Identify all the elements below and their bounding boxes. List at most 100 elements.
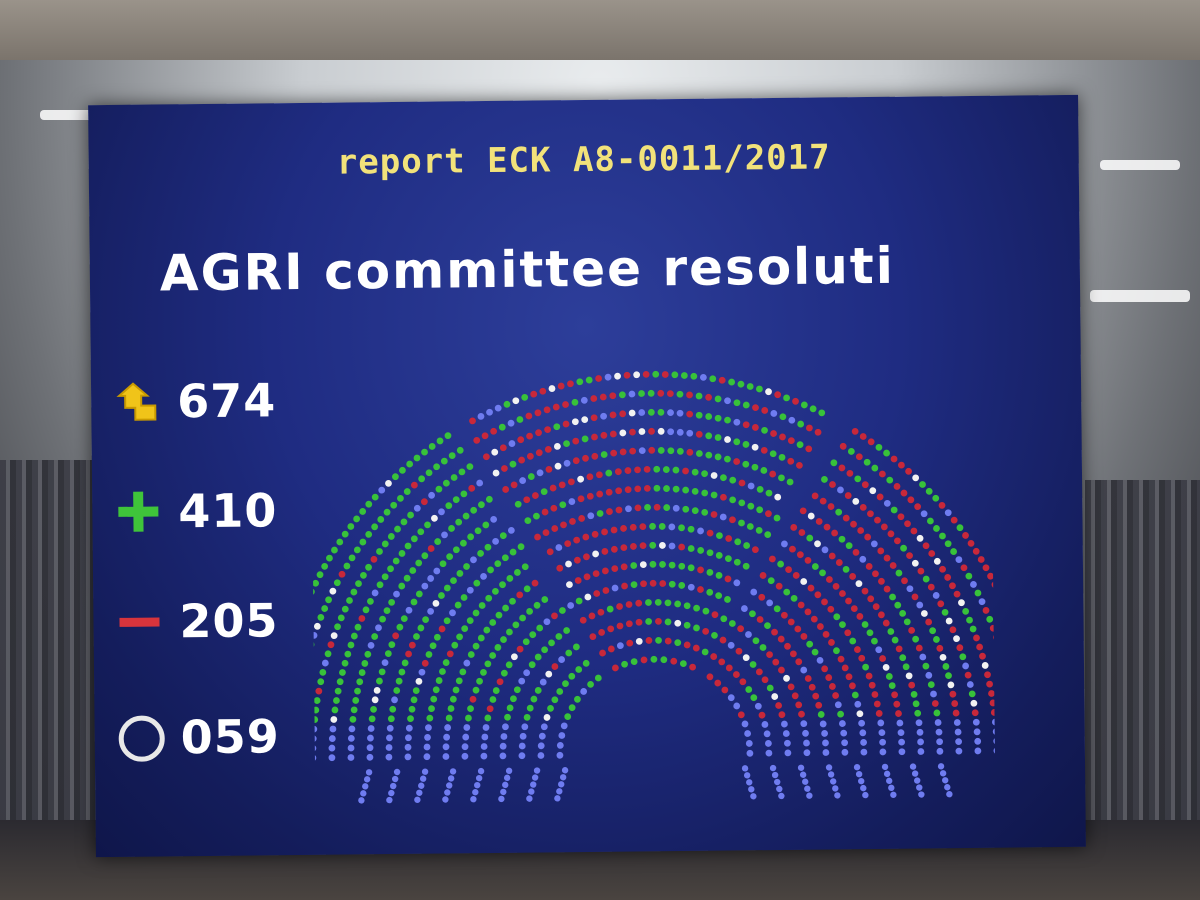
seat-dot [639, 561, 647, 569]
seat-dot [481, 733, 489, 741]
seat-dot [917, 567, 925, 575]
seat-dot [705, 393, 712, 401]
seat-dot [397, 494, 404, 502]
seat-dot [376, 581, 384, 589]
monitor-bezel [0, 0, 1200, 60]
seat-dot [359, 538, 367, 546]
seat-dot [733, 399, 741, 407]
seat-dot [697, 566, 704, 574]
seat-dot [878, 729, 886, 737]
seat-dot [619, 410, 627, 418]
seat-dot [630, 562, 638, 569]
seat-dot [630, 581, 638, 589]
seat-dot [542, 529, 550, 537]
seat-dot [715, 572, 723, 579]
seat-dot [418, 475, 426, 483]
seat-dot [473, 579, 481, 587]
plus-icon [112, 485, 165, 538]
seat-dot [797, 420, 805, 428]
seat-dot [873, 700, 881, 708]
seat-dot [911, 593, 919, 601]
seat-dot [714, 395, 722, 403]
seat-dot [586, 473, 594, 481]
seat-dot [638, 428, 646, 435]
seat-dot [859, 504, 867, 511]
seat-dot [413, 633, 420, 640]
seat-dot [347, 641, 355, 649]
seat-dot [900, 544, 907, 552]
seat-dot [620, 563, 628, 571]
seat-dot [835, 508, 843, 516]
seat-dot [811, 563, 819, 570]
seat-dot [648, 446, 656, 454]
seat-dot [442, 753, 450, 760]
seat-dot [536, 624, 544, 632]
seat-dot [563, 459, 571, 467]
seat-dot [764, 622, 771, 630]
seat-dot [796, 461, 803, 469]
seat-dot [652, 370, 660, 378]
seat-dot [912, 474, 920, 482]
seat-dot [476, 677, 483, 685]
seat-dot [379, 615, 386, 623]
seat-dot [519, 732, 527, 740]
seat-dot [748, 786, 755, 793]
seat-dot [487, 566, 494, 574]
seat-dot [667, 447, 675, 455]
seat-dot [472, 642, 480, 650]
seat-dot [590, 414, 598, 422]
seat-dot [575, 597, 583, 605]
seat-dot [649, 579, 657, 587]
seat-dot [482, 724, 490, 731]
seat-dot [889, 562, 897, 569]
seat-dot [616, 622, 624, 630]
seat-dot [591, 433, 598, 441]
seat-dot [643, 484, 651, 492]
seat-dot [949, 582, 956, 590]
seat-dot [823, 523, 831, 531]
seat-dot [907, 496, 915, 504]
seat-dot [816, 656, 824, 664]
seat-dot [386, 796, 393, 804]
seat-dot [555, 633, 563, 640]
seat-dot [984, 671, 991, 679]
seat-dot [973, 634, 980, 642]
seat-dot [936, 644, 944, 652]
seat-dot [701, 648, 709, 656]
seat-dot [616, 603, 623, 610]
seat-dot [969, 625, 977, 633]
seat-dot [377, 516, 385, 523]
seat-dot [872, 603, 880, 611]
seat-dot [974, 589, 982, 597]
seat-dot [572, 643, 580, 651]
seat-dot [865, 672, 873, 680]
seat-dot [433, 633, 441, 641]
seat-dot [676, 390, 684, 398]
seat-dot [792, 397, 799, 405]
seat-dot [718, 376, 726, 384]
seat-dot [448, 452, 456, 460]
seat-dot [699, 373, 707, 381]
seat-dot [678, 543, 686, 551]
seat-dot [558, 481, 566, 489]
seat-dot [354, 623, 362, 631]
seat-dot [500, 788, 507, 796]
seat-dot [347, 744, 355, 752]
seat-dot [746, 383, 754, 390]
seat-dot [716, 532, 723, 540]
seat-dot [391, 696, 398, 704]
seat-dot [403, 488, 411, 495]
seat-dot [358, 615, 366, 622]
seat-dot [919, 653, 927, 661]
seat-dot [354, 687, 361, 695]
seat-dot [850, 605, 858, 613]
seat-dot [540, 723, 548, 731]
seat-dot [829, 683, 836, 690]
seat-dot [426, 714, 434, 722]
seat-dot [990, 709, 996, 716]
seat-dot [599, 393, 607, 401]
seat-dot [806, 640, 814, 648]
seat-dot [797, 764, 805, 771]
seat-dot [834, 701, 842, 709]
seat-dot [407, 715, 414, 723]
